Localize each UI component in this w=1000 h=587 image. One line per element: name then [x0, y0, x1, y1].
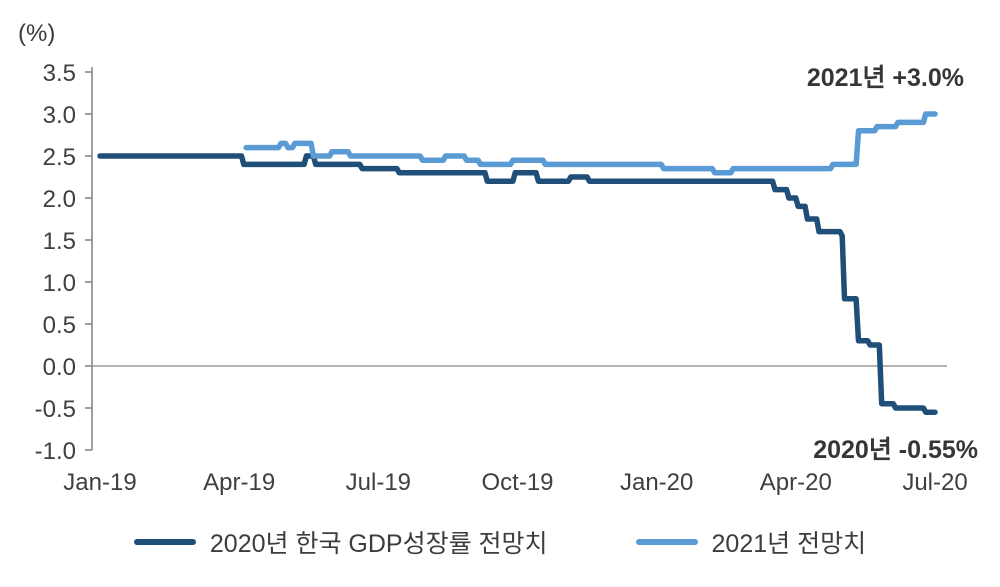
chart-canvas: 3.5 3.0 2.5 2.0 1.5 1.0 0.5 0.0 -0.5 -1.0 Jan-19 Ap…	[35, 60, 968, 496]
svg-text:1.5: 1.5	[43, 228, 76, 255]
legend-label-2020-forecast: 2020년 한국 GDP성장률 전망치	[209, 530, 548, 558]
svg-text:Jul-19: Jul-19	[346, 469, 411, 496]
svg-text:0.5: 0.5	[43, 312, 76, 339]
svg-text:3.0: 3.0	[43, 102, 76, 129]
svg-text:Jul-20: Jul-20	[902, 469, 967, 496]
legend-item-2021-forecast: 2021년 전망치	[635, 524, 867, 560]
svg-text:0.0: 0.0	[43, 354, 76, 381]
svg-text:Oct-19: Oct-19	[481, 469, 553, 496]
y-axis-unit-label: (%)	[18, 20, 56, 47]
legend-line-sample-2020	[133, 539, 196, 545]
svg-text:Apr-19: Apr-19	[203, 469, 275, 496]
annotation-2021-final: 2021년 +3.0%	[806, 64, 964, 92]
legend-line-sample-2021	[635, 539, 698, 545]
svg-text:-1.0: -1.0	[35, 438, 76, 465]
chart-legend: 2020년 한국 GDP성장률 전망치 2021년 전망치	[0, 518, 1000, 566]
legend-label-2021-forecast: 2021년 전망치	[711, 530, 867, 558]
svg-text:Apr-20: Apr-20	[760, 469, 832, 496]
svg-text:-0.5: -0.5	[35, 396, 76, 423]
legend-item-2020-forecast: 2020년 한국 GDP성장률 전망치	[133, 524, 548, 560]
svg-text:1.0: 1.0	[43, 270, 76, 297]
svg-text:2.0: 2.0	[43, 186, 76, 213]
svg-text:3.5: 3.5	[43, 60, 76, 87]
svg-text:Jan-19: Jan-19	[63, 469, 136, 496]
svg-text:2.5: 2.5	[43, 144, 76, 171]
svg-text:Jan-20: Jan-20	[620, 469, 693, 496]
annotation-2020-final: 2020년 -0.55%	[813, 436, 978, 464]
